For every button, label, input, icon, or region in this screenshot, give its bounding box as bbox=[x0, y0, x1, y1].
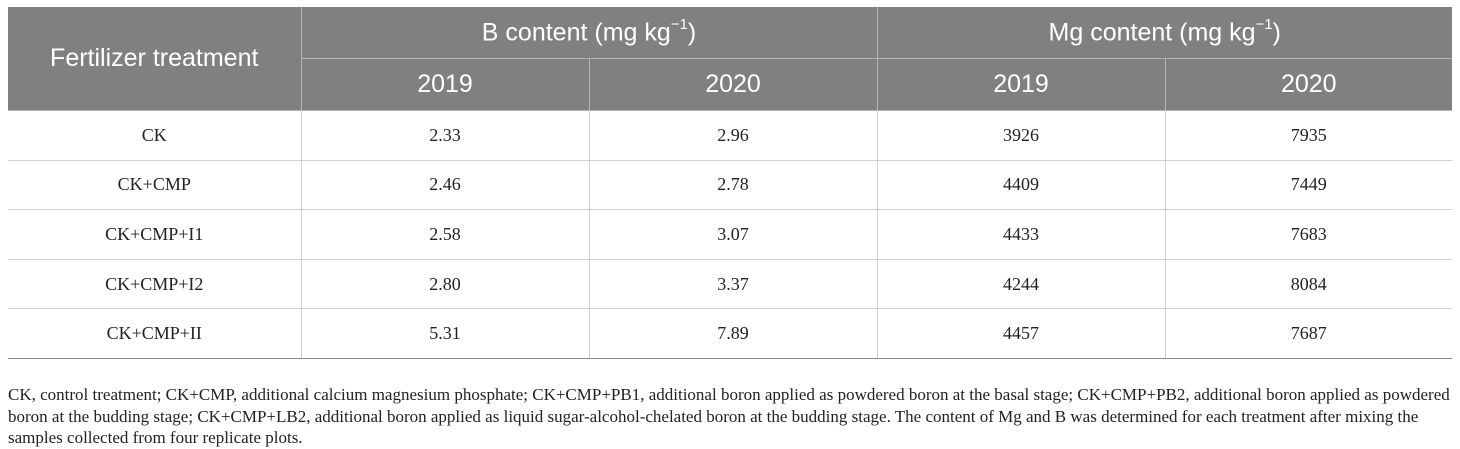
cell-mg-2019: 4433 bbox=[877, 209, 1166, 260]
header-b-content: B content (mg kg−1) bbox=[301, 7, 878, 59]
cell-b-2019: 2.58 bbox=[301, 209, 590, 260]
cell-b-2019: 2.80 bbox=[301, 259, 590, 310]
cell-mg-2019: 4409 bbox=[877, 160, 1166, 211]
cell-mg-2019: 4457 bbox=[877, 308, 1166, 359]
table-row: CK+CMP+I2 2.80 3.37 4244 8084 bbox=[8, 259, 1453, 310]
table-row: CK+CMP+I1 2.58 3.07 4433 7683 bbox=[8, 209, 1453, 260]
header-mg-2020: 2020 bbox=[1165, 58, 1453, 111]
table-footnote: CK, control treatment; CK+CMP, additiona… bbox=[8, 385, 1450, 447]
cell-treatment: CK+CMP+II bbox=[8, 308, 302, 359]
cell-mg-2019: 4244 bbox=[877, 259, 1166, 310]
cell-b-2020: 2.96 bbox=[589, 110, 878, 161]
header-row-1: Fertilizer treatment B content (mg kg−1)… bbox=[8, 7, 1453, 111]
cell-b-2020: 3.37 bbox=[589, 259, 878, 310]
cell-treatment: CK bbox=[8, 110, 302, 161]
header-b-2019: 2019 bbox=[301, 58, 590, 111]
cell-mg-2020: 7687 bbox=[1165, 308, 1453, 359]
cell-b-2019: 2.46 bbox=[301, 160, 590, 211]
header-b-content-text: B content (mg kg bbox=[481, 18, 671, 47]
header-mg-content-close: ) bbox=[1272, 18, 1281, 47]
header-mg-content-exponent: −1 bbox=[1255, 15, 1273, 33]
cell-treatment: CK+CMP+I2 bbox=[8, 259, 302, 310]
data-table-container: Fertilizer treatment B content (mg kg−1)… bbox=[8, 7, 1453, 359]
table-row: CK+CMP 2.46 2.78 4409 7449 bbox=[8, 160, 1453, 211]
header-mg-content: Mg content (mg kg−1) bbox=[877, 7, 1453, 59]
cell-treatment: CK+CMP+I1 bbox=[8, 209, 302, 260]
header-row-2: 2019 2020 2019 2020 bbox=[8, 58, 1453, 111]
cell-b-2020: 2.78 bbox=[589, 160, 878, 211]
cell-b-2019: 5.31 bbox=[301, 308, 590, 359]
cell-b-2020: 3.07 bbox=[589, 209, 878, 260]
table-body: CK 2.33 2.96 3926 7935 CK+CMP 2.46 2.78 … bbox=[8, 110, 1453, 359]
data-table: Fertilizer treatment B content (mg kg−1)… bbox=[8, 7, 1453, 359]
cell-mg-2020: 8084 bbox=[1165, 259, 1453, 310]
header-mg-2019: 2019 bbox=[877, 58, 1166, 111]
table-header: Fertilizer treatment B content (mg kg−1)… bbox=[8, 7, 1453, 111]
cell-mg-2019: 3926 bbox=[877, 110, 1166, 161]
header-mg-content-text: Mg content (mg kg bbox=[1048, 18, 1256, 47]
cell-mg-2020: 7935 bbox=[1165, 110, 1453, 161]
cell-b-2020: 7.89 bbox=[589, 308, 878, 359]
cell-mg-2020: 7449 bbox=[1165, 160, 1453, 211]
cell-mg-2020: 7683 bbox=[1165, 209, 1453, 260]
header-b-content-close: ) bbox=[687, 18, 697, 47]
header-fertilizer-treatment: Fertilizer treatment bbox=[8, 7, 302, 111]
cell-treatment: CK+CMP bbox=[8, 160, 302, 211]
table-row: CK+CMP+II 5.31 7.89 4457 7687 bbox=[8, 308, 1453, 359]
header-b-2020: 2020 bbox=[589, 58, 878, 111]
table-row: CK 2.33 2.96 3926 7935 bbox=[8, 110, 1453, 161]
cell-b-2019: 2.33 bbox=[301, 110, 590, 161]
header-b-content-exponent: −1 bbox=[670, 15, 688, 33]
